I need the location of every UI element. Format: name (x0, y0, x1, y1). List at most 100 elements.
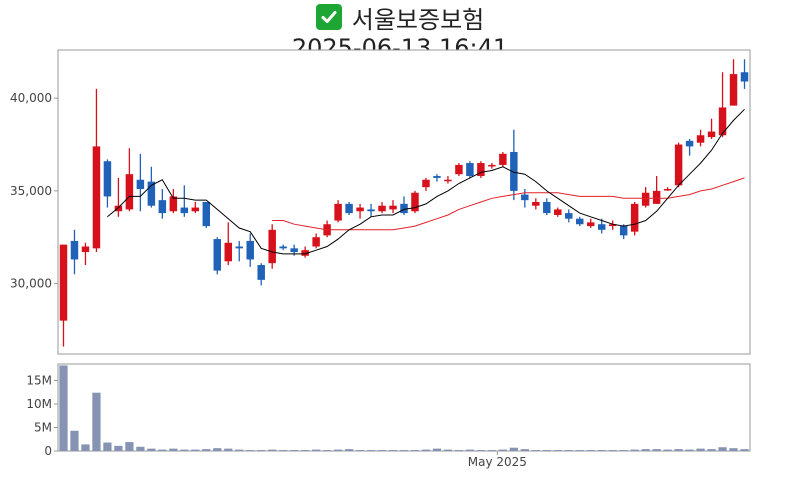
volume-bar (707, 449, 716, 451)
volume-bar (542, 450, 551, 451)
candle-body (400, 203, 408, 214)
candle-body (576, 218, 584, 225)
candle-body (59, 244, 68, 321)
volume-bar (421, 449, 431, 451)
volume-bar (213, 448, 222, 451)
candle-body (510, 151, 518, 191)
candle-body (70, 240, 79, 260)
candle-body (378, 205, 386, 212)
candle-body (707, 131, 716, 138)
volume-bar (333, 449, 343, 451)
candle-body (543, 202, 551, 214)
volume-bar (279, 450, 288, 451)
candle-body (696, 135, 705, 143)
volume-bar (685, 449, 694, 451)
volume-bar (476, 450, 486, 451)
candle-body (169, 196, 178, 212)
candle-body (685, 140, 694, 147)
ma5-line (107, 108, 745, 255)
candle-body (301, 250, 309, 256)
volume-bar (399, 450, 409, 451)
volume-bar (729, 448, 738, 451)
candle-body (268, 229, 276, 264)
volume-bar (531, 450, 540, 451)
candle-body (466, 163, 474, 177)
candle-body (554, 209, 562, 215)
candle-body (81, 246, 90, 253)
volume-bar (366, 450, 376, 451)
candle-body (334, 203, 342, 221)
volume-bar (344, 449, 354, 451)
candle-body (619, 226, 628, 236)
candle-body (180, 207, 189, 214)
volume-panel-frame (57, 363, 751, 452)
volume-bar (619, 450, 628, 451)
candle-body (191, 207, 200, 212)
volume-bar (674, 449, 683, 451)
ma20-line (272, 177, 745, 231)
candle-body (136, 179, 145, 190)
volume-bar (290, 450, 299, 451)
volume-bar (718, 447, 727, 451)
volume-bar (454, 450, 464, 451)
volume-bar (553, 450, 562, 451)
title-line: 서울보증보험 (0, 2, 800, 34)
candle-body (213, 239, 222, 271)
volume-bar (147, 448, 156, 451)
volume-bar (509, 447, 518, 451)
volume-bar (520, 449, 529, 451)
candle-body (630, 203, 639, 232)
candle-body (290, 248, 298, 253)
volume-bar (663, 449, 672, 451)
candle-body (740, 72, 749, 82)
volume-bar (92, 392, 101, 451)
volume-bar (388, 450, 398, 451)
volume-bar (257, 450, 266, 451)
volume-bar (696, 448, 705, 451)
candle-body (279, 246, 287, 249)
candle-body (729, 74, 738, 106)
price-tick-label: 35,000 (10, 184, 52, 198)
volume-bar (740, 449, 749, 451)
volume-bar (586, 450, 595, 451)
candle-body (158, 200, 167, 214)
candle-body (565, 213, 573, 219)
candle-body (235, 246, 243, 249)
candle-body (312, 237, 320, 247)
volume-bar (487, 450, 496, 451)
candle-body (641, 192, 650, 206)
stock-name: 서울보증보험 (351, 5, 485, 34)
volume-bar (312, 449, 321, 451)
volume-bar (70, 430, 79, 451)
volume-bar (180, 449, 189, 451)
candle-body (444, 179, 452, 182)
volume-bar (301, 450, 310, 451)
volume-bar (246, 450, 255, 451)
x-tick-label: May 2025 (468, 455, 527, 469)
check-mark-icon (315, 4, 342, 30)
volume-bar (652, 449, 661, 451)
candle-body (103, 161, 112, 197)
volume-bar (235, 449, 244, 451)
candle-body (257, 265, 265, 280)
volume-bar (224, 448, 233, 451)
candle-body (389, 205, 397, 210)
candle-body (92, 146, 101, 249)
volume-bar (136, 446, 145, 451)
candle-body (125, 174, 134, 210)
candle-body (224, 242, 232, 262)
candle-body (532, 202, 540, 206)
candle-body (477, 163, 485, 177)
price-tick-label: 30,000 (10, 277, 52, 291)
volume-bar (191, 449, 200, 451)
volume-tick-label: 15M (26, 373, 52, 387)
candle-body (521, 194, 529, 201)
volume-bar (630, 449, 639, 451)
volume-bar (575, 450, 584, 451)
volume-bar (169, 448, 178, 451)
price-tick-label: 40,000 (10, 91, 52, 105)
candle-body (345, 203, 353, 214)
candle-body (422, 179, 430, 188)
volume-bar (443, 449, 453, 451)
